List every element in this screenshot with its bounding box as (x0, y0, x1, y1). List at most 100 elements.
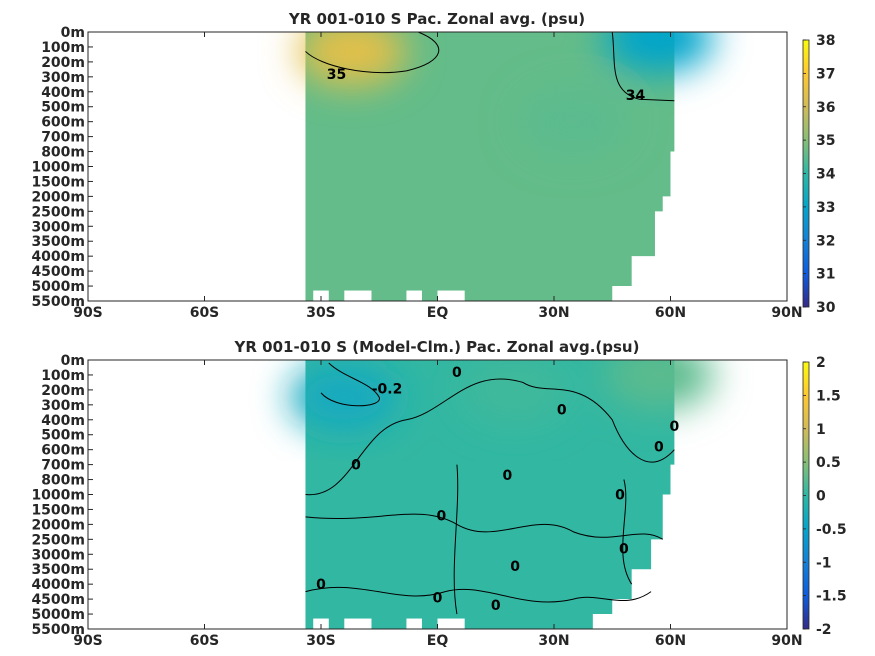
contour-lines (305, 362, 675, 615)
y-tick-label: 700m (41, 130, 85, 146)
y-tick-label: 400m (41, 85, 85, 101)
contour-label: 0 (670, 419, 680, 435)
x-tick-label: 30N (538, 633, 569, 649)
y-tick-label: 4500m (31, 264, 85, 280)
x-tick-label: 90S (73, 633, 103, 649)
colorbar-tick-label: 38 (816, 33, 835, 49)
colorbar-tick-label: 32 (816, 233, 835, 249)
field-feature (460, 360, 571, 425)
contour-label: 0 (433, 591, 443, 607)
colorbar-tick-label: -1 (816, 555, 832, 571)
missing-data-gap (344, 290, 372, 301)
chart-title: YR 001-010 S Pac. Zonal avg. (psu) (288, 10, 585, 28)
x-axis: 90S 60S 30S EQ 30N 60N 90N (73, 32, 803, 321)
y-tick-label: 700m (41, 458, 85, 474)
field-feature (603, 32, 714, 73)
contour-label: 0 (510, 559, 520, 575)
x-tick-label: 30S (306, 633, 336, 649)
y-tick-label: 5000m (31, 279, 85, 295)
y-tick-label: 0m (61, 25, 85, 41)
y-tick-label: 2500m (31, 204, 85, 220)
y-tick-label: 4500m (31, 592, 85, 608)
y-tick-label: 1000m (31, 488, 85, 504)
y-tick-label: 200m (41, 383, 85, 399)
y-tick-label: 3000m (31, 547, 85, 563)
contour-lines (305, 32, 675, 102)
colorbar-tick-label: 33 (816, 200, 835, 216)
x-tick-label: 90S (73, 305, 103, 321)
contour-label: 34 (626, 88, 646, 104)
salinity-panel: YR 001-010 S Pac. Zonal avg. (psu) 3534 … (31, 10, 836, 321)
y-tick-label: 500m (41, 428, 85, 444)
y-tick-label: 400m (41, 413, 85, 429)
colorbar-tick-label: 35 (816, 133, 835, 149)
y-tick-label: 200m (41, 55, 85, 71)
contour-label: 0 (654, 440, 664, 456)
missing-data-gap (406, 290, 422, 301)
x-tick-label: 30N (538, 305, 569, 321)
y-tick-label: 3000m (31, 219, 85, 235)
y-tick-label: 1500m (31, 174, 85, 190)
missing-data-gap (437, 618, 465, 629)
y-tick-label: 5000m (31, 607, 85, 623)
x-tick-label: 60S (190, 305, 220, 321)
y-tick-label: 500m (41, 100, 85, 116)
contour-label: 0 (557, 402, 567, 418)
field-features (289, 360, 714, 433)
colorbar-tick-label: 34 (816, 167, 836, 183)
y-tick-label: 300m (41, 70, 85, 86)
contour-label: 0 (615, 488, 625, 504)
field-feature (289, 362, 400, 433)
colorbar-tick-label: 37 (816, 66, 835, 82)
y-tick-label: 4000m (31, 249, 85, 265)
x-tick-label: EQ (427, 633, 449, 649)
x-axis: 90S 60S 30S EQ 30N 60N 90N (73, 360, 803, 649)
y-tick-label: 2000m (31, 517, 85, 533)
missing-data-gap (406, 618, 422, 629)
x-tick-label: 60N (655, 305, 686, 321)
contour-label: 0 (316, 577, 326, 593)
x-tick-label: 90N (771, 633, 802, 649)
y-tick-label: 1500m (31, 502, 85, 518)
y-tick-label: 800m (41, 145, 85, 161)
colorbar-tick-label: -0.5 (816, 522, 847, 538)
colorbar: 30 31 32 33 34 35 36 37 38 (802, 33, 836, 316)
x-tick-label: 60N (655, 633, 686, 649)
y-tick-label: 100m (41, 368, 85, 384)
contour-label: 0 (503, 468, 513, 484)
y-tick-label: 0m (61, 353, 85, 369)
colorbar-tick-label: 30 (816, 300, 836, 316)
colorbar-tick-label: 36 (816, 100, 835, 116)
x-tick-label: EQ (427, 305, 449, 321)
y-tick-label: 1000m (31, 160, 85, 176)
plot-area: 35 34 (297, 32, 714, 301)
field-feature (518, 86, 629, 157)
y-tick-label: 5500m (31, 622, 85, 638)
y-tick-label: 600m (41, 115, 85, 131)
colorbar-tick-label: -1.5 (816, 589, 847, 605)
y-tick-label: 800m (41, 473, 85, 489)
y-tick-label: 300m (41, 398, 85, 414)
x-tick-label: 30S (306, 305, 336, 321)
y-tick-label: 3500m (31, 562, 85, 578)
contour-label: 35 (327, 67, 346, 83)
colorbar-tick-label: 1.5 (816, 388, 841, 404)
colorbar-tick-label: 31 (816, 267, 835, 283)
missing-data-gap (313, 618, 329, 629)
colorbar-tick-label: 2 (816, 355, 826, 371)
y-tick-label: 600m (41, 443, 85, 459)
field-feature (603, 360, 714, 410)
contour-label: 0 (437, 508, 447, 524)
missing-data-gap (437, 290, 465, 301)
y-tick-label: 100m (41, 40, 85, 56)
x-tick-label: 60S (190, 633, 220, 649)
colorbar-tick-label: 0.5 (816, 455, 841, 471)
salinity-anomaly-panel: YR 001-010 S (Model-Clm.) Pac. Zonal avg… (31, 338, 846, 649)
y-axis: 0m100m200m300m400m500m600m700m800m1000m1… (31, 353, 93, 638)
y-tick-label: 3500m (31, 234, 85, 250)
missing-data-gap (313, 290, 329, 301)
x-tick-label: 90N (771, 305, 802, 321)
colorbar: -2 -1.5 -1 -0.5 0 0.5 1 1.5 2 (802, 355, 847, 638)
colorbar-tick-label: 1 (816, 422, 826, 438)
